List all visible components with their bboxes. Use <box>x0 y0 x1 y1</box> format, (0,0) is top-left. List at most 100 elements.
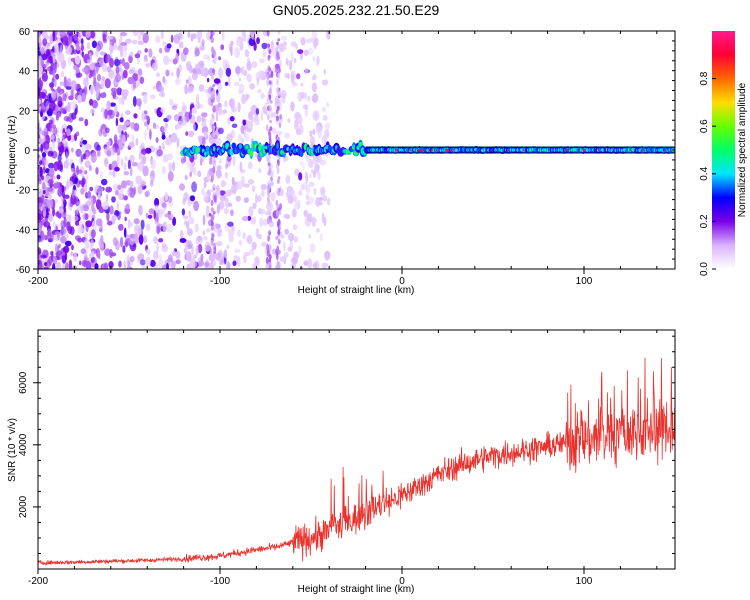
noise-blob <box>164 191 169 202</box>
noise-blob <box>162 142 165 151</box>
noise-streak <box>268 50 272 54</box>
noise-blob <box>114 166 120 172</box>
noise-blob <box>88 165 92 172</box>
noise-blob <box>309 130 313 138</box>
noise-blob <box>69 226 75 236</box>
noise-blob <box>304 67 308 75</box>
noise-blob <box>123 195 128 201</box>
x-tick-label: 100 <box>576 276 593 287</box>
noise-blob <box>104 108 108 119</box>
noise-streak <box>275 210 279 217</box>
noise-blob <box>90 152 97 163</box>
noise-blob <box>120 157 124 167</box>
noise-blob <box>217 228 223 234</box>
noise-blob <box>243 69 248 77</box>
noise-blob <box>84 118 89 127</box>
noise-blob <box>123 62 130 70</box>
noise-blob <box>325 122 331 130</box>
noise-streak <box>279 114 282 120</box>
noise-blob <box>104 78 111 89</box>
noise-blob <box>165 69 170 77</box>
noise-blob <box>127 260 131 269</box>
noise-blob <box>66 128 71 137</box>
noise-blob <box>235 195 241 202</box>
noise-blob <box>57 86 61 94</box>
snr-x-axis-label: Height of straight line (km) <box>298 584 415 595</box>
noise-blob <box>38 40 42 49</box>
noise-blob <box>253 31 256 35</box>
noise-streak <box>267 43 270 48</box>
noise-blob <box>138 151 143 160</box>
noise-blob <box>290 101 295 112</box>
noise-blob <box>163 55 170 65</box>
noise-blob <box>282 41 287 46</box>
noise-blob <box>45 60 50 66</box>
noise-blob <box>215 223 221 229</box>
noise-blob <box>176 48 179 54</box>
noise-streak <box>277 136 280 141</box>
noise-blob <box>119 236 124 248</box>
noise-blob <box>95 218 103 227</box>
noise-blob <box>234 248 241 253</box>
noise-blob <box>241 93 246 105</box>
noise-blob <box>102 91 106 97</box>
noise-blob <box>135 138 139 146</box>
noise-blob <box>191 117 196 124</box>
noise-blob <box>84 238 90 247</box>
noise-blob <box>279 43 285 53</box>
noise-blob <box>280 35 288 41</box>
noise-blob <box>83 260 88 268</box>
noise-blob <box>99 241 105 252</box>
y-tick-label: 60 <box>19 27 31 38</box>
noise-streak <box>265 256 269 265</box>
noise-blob <box>73 33 79 45</box>
noise-blob <box>256 37 260 45</box>
noise-blob <box>187 76 192 87</box>
noise-blob <box>111 214 118 221</box>
carrier-core <box>238 143 243 149</box>
noise-blob <box>144 191 149 197</box>
noise-blob <box>121 57 125 67</box>
noise-blob <box>67 101 71 113</box>
noise-blob <box>231 102 235 113</box>
noise-blob <box>158 258 164 269</box>
noise-streak <box>266 249 270 257</box>
noise-blob <box>229 116 235 122</box>
noise-blob <box>254 118 260 126</box>
noise-blob <box>83 77 89 87</box>
noise-blob <box>63 141 69 148</box>
noise-blob <box>223 207 229 215</box>
noise-blob <box>260 183 268 191</box>
noise-blob <box>158 92 165 97</box>
noise-streak <box>266 187 270 196</box>
noise-blob <box>81 92 86 102</box>
noise-blob <box>50 81 53 91</box>
noise-blob <box>227 221 234 227</box>
noise-blob <box>115 240 120 251</box>
noise-blob <box>142 165 149 177</box>
carrier-core <box>258 143 262 152</box>
noise-blob <box>259 208 266 215</box>
noise-blob <box>58 243 61 248</box>
noise-blob <box>38 137 45 144</box>
noise-blob <box>132 79 137 90</box>
noise-blob <box>131 162 139 167</box>
noise-blob <box>48 168 55 178</box>
noise-streak <box>212 138 215 145</box>
noise-blob <box>124 207 131 215</box>
noise-blob <box>291 208 297 218</box>
noise-blob <box>216 170 222 179</box>
noise-blob <box>158 47 163 54</box>
snr-frame <box>37 329 676 570</box>
noise-blob <box>48 100 56 112</box>
noise-blob <box>136 50 142 55</box>
noise-blob <box>201 187 205 196</box>
noise-blob <box>82 139 88 145</box>
noise-blob <box>216 232 222 237</box>
noise-blob <box>66 157 70 162</box>
carrier-core <box>212 145 216 152</box>
noise-blob <box>170 132 178 143</box>
x-tick-label: 0 <box>399 276 405 287</box>
noise-blob <box>178 41 184 49</box>
noise-blob <box>325 254 329 261</box>
